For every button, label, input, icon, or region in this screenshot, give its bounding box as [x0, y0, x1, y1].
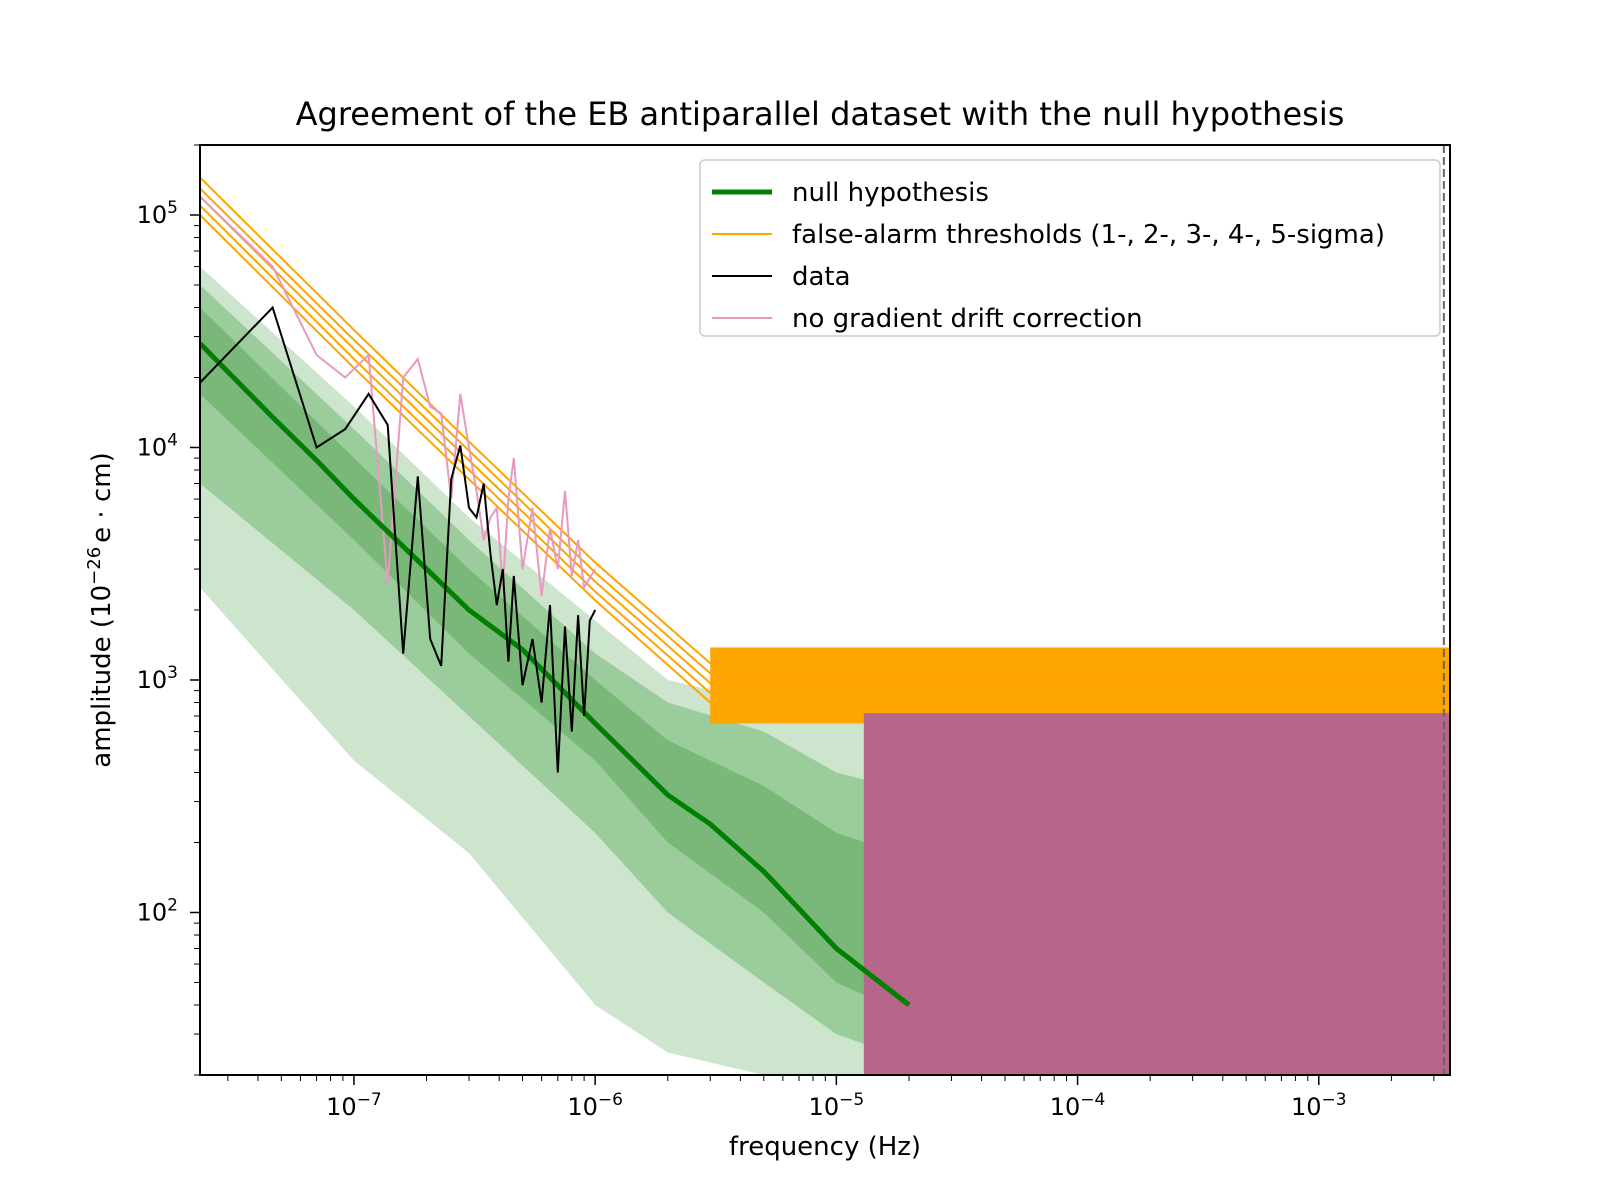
null-hypothesis-line: [200, 341, 911, 1007]
y-tick-label: 104: [137, 430, 178, 461]
threshold-line-4-sigma: [200, 187, 1450, 675]
y-axis-label-exponent: −26: [84, 547, 105, 585]
x-tick-label: 10−7: [326, 1090, 382, 1121]
chart-title: Agreement of the EB antiparallel dataset…: [296, 95, 1345, 133]
x-axis-label: frequency (Hz): [729, 1132, 921, 1162]
threshold-noise-band: [710, 647, 1450, 724]
y-tick-label: 102: [137, 895, 178, 926]
y-axis-label-prefix: amplitude (10: [87, 585, 117, 768]
plot-area: [200, 145, 1450, 1075]
axes: 10−7 10−6 10−5 10−4 10−3 102 103 104 105: [137, 144, 1451, 1121]
legend-label: no gradient drift correction: [792, 304, 1143, 334]
x-tick-label: 10−4: [1050, 1090, 1106, 1121]
legend-label: data: [792, 262, 851, 292]
threshold-line-3-sigma: [200, 195, 1450, 685]
y-tick-label: 105: [137, 198, 178, 229]
drift-fill-region: [863, 713, 1450, 1075]
threshold-line-2-sigma: [200, 204, 1450, 694]
legend-label: false-alarm thresholds (1-, 2-, 3-, 4-, …: [792, 220, 1385, 250]
legend-box: [699, 159, 1441, 337]
band-1: [200, 285, 952, 1075]
y-axis-label-suffix: e · cm): [87, 452, 117, 543]
y-tick-label: 103: [137, 663, 178, 694]
legend: null hypothesis false-alarm thresholds (1…: [699, 159, 1441, 337]
x-tick-label: 10−5: [809, 1090, 865, 1121]
legend-label: null hypothesis: [792, 178, 989, 208]
y-axis-label-group: amplitude (10−26 e · cm): [84, 452, 117, 767]
x-tick-label: 10−3: [1291, 1090, 1347, 1121]
data-line: [200, 305, 597, 773]
y-axis-label: amplitude (10−26 e · cm): [84, 452, 117, 767]
x-tick-label: 10−6: [567, 1090, 623, 1121]
threshold-line-1-sigma: [200, 214, 1450, 704]
